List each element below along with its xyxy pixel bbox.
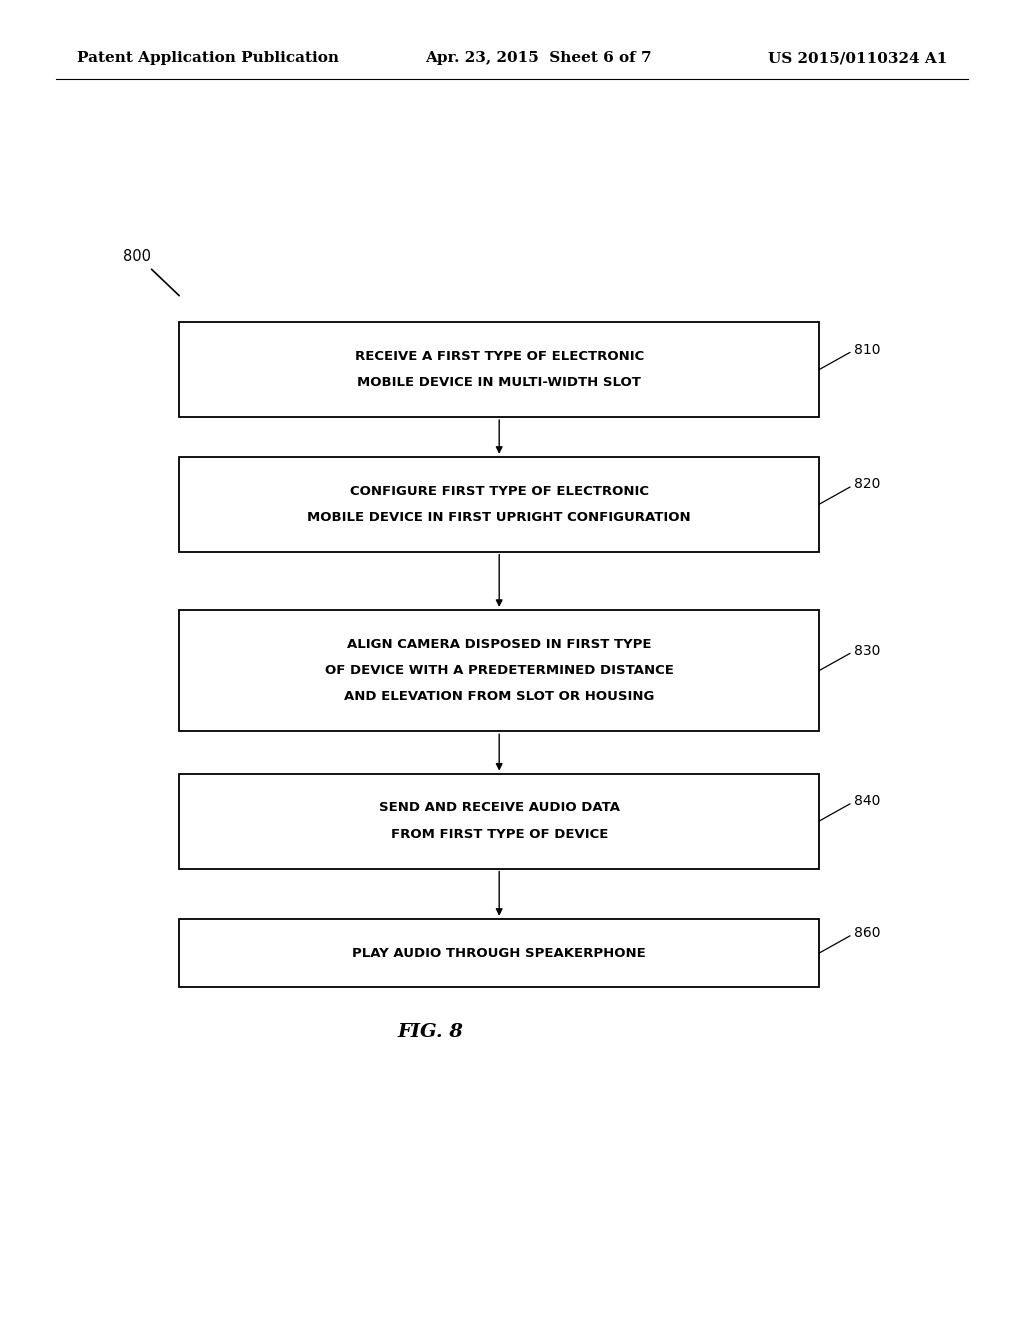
Text: 830: 830 [854,644,881,657]
Text: CONFIGURE FIRST TYPE OF ELECTRONIC: CONFIGURE FIRST TYPE OF ELECTRONIC [350,484,648,498]
Text: Patent Application Publication: Patent Application Publication [77,51,339,65]
Text: Apr. 23, 2015  Sheet 6 of 7: Apr. 23, 2015 Sheet 6 of 7 [425,51,651,65]
Bar [179,919,819,987]
Text: US 2015/0110324 A1: US 2015/0110324 A1 [768,51,947,65]
Text: FIG. 8: FIG. 8 [397,1023,463,1041]
Text: SEND AND RECEIVE AUDIO DATA: SEND AND RECEIVE AUDIO DATA [379,801,620,814]
Text: MOBILE DEVICE IN FIRST UPRIGHT CONFIGURATION: MOBILE DEVICE IN FIRST UPRIGHT CONFIGURA… [307,511,691,524]
Bar [179,322,819,417]
Bar [179,610,819,731]
Bar [179,457,819,552]
Text: MOBILE DEVICE IN MULTI-WIDTH SLOT: MOBILE DEVICE IN MULTI-WIDTH SLOT [357,376,641,389]
Text: FROM FIRST TYPE OF DEVICE: FROM FIRST TYPE OF DEVICE [390,828,608,841]
Text: 820: 820 [854,478,881,491]
Bar [179,774,819,869]
Text: 810: 810 [854,343,881,356]
Text: AND ELEVATION FROM SLOT OR HOUSING: AND ELEVATION FROM SLOT OR HOUSING [344,690,654,704]
Text: ALIGN CAMERA DISPOSED IN FIRST TYPE: ALIGN CAMERA DISPOSED IN FIRST TYPE [347,638,651,651]
Text: OF DEVICE WITH A PREDETERMINED DISTANCE: OF DEVICE WITH A PREDETERMINED DISTANCE [325,664,674,677]
Text: 860: 860 [854,927,881,940]
Text: 840: 840 [854,795,881,808]
Text: 800: 800 [123,248,151,264]
Text: PLAY AUDIO THROUGH SPEAKERPHONE: PLAY AUDIO THROUGH SPEAKERPHONE [352,946,646,960]
Text: RECEIVE A FIRST TYPE OF ELECTRONIC: RECEIVE A FIRST TYPE OF ELECTRONIC [354,350,644,363]
